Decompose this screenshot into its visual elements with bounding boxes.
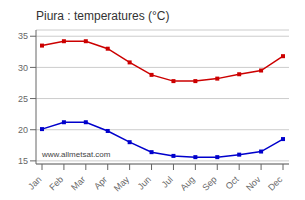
svg-text:Oct: Oct: [224, 174, 241, 191]
svg-text:Jun: Jun: [136, 174, 153, 191]
svg-text:25: 25: [18, 94, 28, 104]
svg-text:Feb: Feb: [47, 174, 65, 192]
svg-text:Jul: Jul: [160, 174, 175, 189]
svg-text:30: 30: [18, 63, 28, 73]
svg-text:35: 35: [18, 31, 28, 41]
svg-text:Nov: Nov: [244, 174, 263, 192]
svg-text:20: 20: [18, 125, 28, 135]
svg-text:May: May: [112, 174, 131, 192]
svg-text:Sep: Sep: [200, 174, 218, 192]
svg-text:Jan: Jan: [26, 174, 43, 191]
html-text:Piura : temperatures (°C): Piura : temperatures (°C): [36, 9, 170, 23]
svg-text:Dec: Dec: [266, 174, 285, 192]
svg-text:Mar: Mar: [69, 174, 87, 192]
html-text:www.allmetsat.com: www.allmetsat.com: [42, 150, 111, 159]
svg-text:Aug: Aug: [178, 174, 196, 192]
svg-text:Apr: Apr: [92, 174, 109, 191]
svg-text:15: 15: [18, 156, 28, 166]
